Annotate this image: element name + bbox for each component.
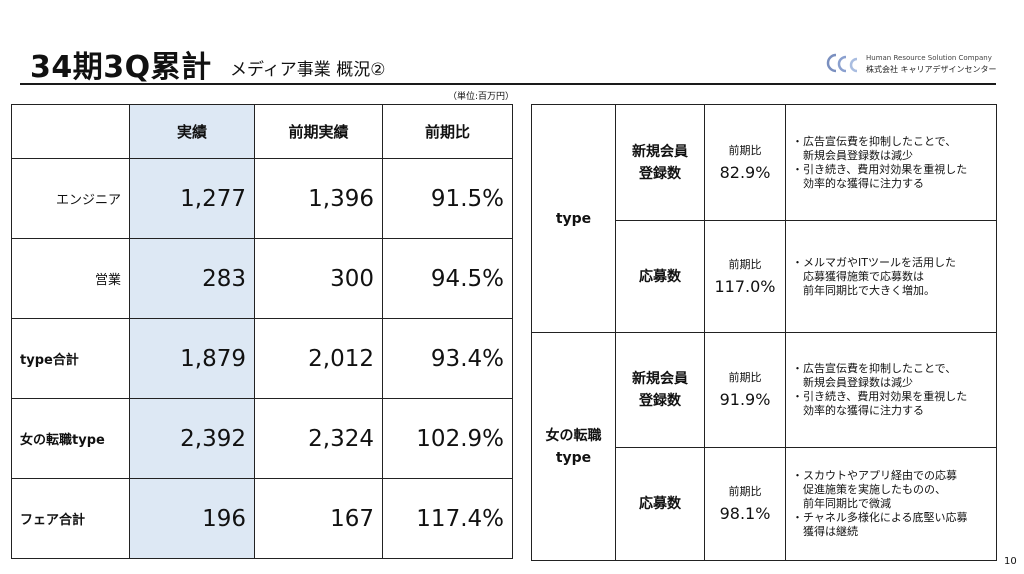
kpi-row: 応募数 前期比 98.1% ・スカウトやアプリ経由での応募 促進施策を実施したも… bbox=[532, 447, 997, 561]
kpi-row: type 新規会員 登録数 前期比 82.9% ・広告宣伝費を抑制したことで、 … bbox=[531, 104, 997, 333]
media-name: 女の転職 bbox=[545, 427, 602, 444]
prior-value: 167 bbox=[254, 478, 383, 559]
company-logo: Human Resource Solution Company 株式会社 キャリ… bbox=[826, 51, 1006, 77]
comment-cell: ・メルマガやITツールを活用した 応募獲得施策で応募数は 前年同期比で大きく増加… bbox=[785, 220, 997, 333]
header-empty-cell bbox=[11, 104, 130, 159]
media-name: type bbox=[555, 210, 592, 227]
prior-value: 1,396 bbox=[254, 158, 383, 239]
comment-line: ・スカウトやアプリ経由での応募 bbox=[792, 469, 957, 482]
comment-cell: ・広告宣伝費を抑制したことで、 新規会員登録数は減少 ・引き続き、費用対効果を重… bbox=[785, 332, 997, 448]
comment-line: 効率的な獲得に注力する bbox=[792, 176, 924, 190]
metric-cell: 新規会員 登録数 bbox=[615, 332, 705, 448]
comment-line: 獲得は継続 bbox=[792, 525, 858, 538]
actual-value: 1,277 bbox=[129, 158, 255, 239]
page-title: 34期3Q累計 bbox=[30, 50, 212, 85]
actual-value: 196 bbox=[129, 478, 255, 559]
comment-cell: ・スカウトやアプリ経由での応募 促進施策を実施したものの、 前年同期比で微減 ・… bbox=[785, 447, 997, 561]
ratio-value: 91.9% bbox=[719, 390, 771, 409]
metric-cell: 応募数 bbox=[615, 220, 705, 333]
metric-name: 登録数 bbox=[639, 393, 681, 409]
comment-line: 促進施策を実施したものの、 bbox=[792, 483, 946, 496]
comment-line: ・チャネル多様化による底堅い応募 bbox=[792, 511, 968, 524]
actual-value: 2,392 bbox=[129, 398, 255, 479]
ratio-value: 93.4% bbox=[382, 318, 513, 399]
page-number: 10 bbox=[1004, 556, 1017, 567]
logo-tagline: Human Resource Solution Company bbox=[866, 54, 992, 62]
ratio-value: 117.0% bbox=[714, 276, 776, 296]
ratio-cell: 前期比 82.9% bbox=[704, 104, 786, 221]
comment-line: ・引き続き、費用対効果を重視した bbox=[792, 390, 968, 403]
ratio-cell: 前期比 98.1% bbox=[704, 447, 786, 561]
metric-name: 応募数 bbox=[639, 268, 681, 285]
metric-cell: 応募数 bbox=[615, 447, 705, 561]
column-header: 実績 bbox=[129, 104, 255, 159]
row-label: フェア合計 bbox=[11, 478, 130, 559]
comment-line: 新規会員登録数は減少 bbox=[792, 148, 913, 162]
ccc-logo-icon bbox=[826, 53, 858, 73]
ratio-value: 98.1% bbox=[719, 504, 771, 523]
comment-line: 前年同期比で大きく増加。 bbox=[792, 283, 935, 297]
row-label: 女の転職type bbox=[11, 398, 130, 479]
metric-name: 応募数 bbox=[639, 496, 681, 512]
comment-line: ・広告宣伝費を抑制したことで、 bbox=[792, 134, 957, 148]
metric-name: 登録数 bbox=[639, 165, 681, 182]
media-name: type bbox=[555, 449, 592, 466]
table-header-row: 実績 前期実績 前期比 bbox=[11, 104, 513, 159]
prior-value: 300 bbox=[254, 238, 383, 319]
metric-name: 新規会員 bbox=[632, 143, 688, 160]
comment-line: ・引き続き、費用対効果を重視した bbox=[792, 162, 968, 176]
media-name-cell: 女の転職 type bbox=[531, 332, 616, 561]
ratio-label: 前期比 bbox=[728, 143, 762, 157]
ratio-value: 91.5% bbox=[382, 158, 513, 239]
comment-line: 応募獲得施策で応募数は bbox=[792, 269, 924, 283]
comment-line: ・メルマガやITツールを活用した bbox=[792, 255, 956, 269]
media-name-cell: type bbox=[531, 104, 616, 333]
table-row: フェア合計 196 167 117.4% bbox=[11, 478, 513, 559]
row-label: 営業 bbox=[11, 238, 130, 319]
ratio-cell: 前期比 117.0% bbox=[704, 220, 786, 333]
actual-value: 283 bbox=[129, 238, 255, 319]
unit-note: （単位:百万円） bbox=[448, 92, 515, 102]
ratio-value: 102.9% bbox=[382, 398, 513, 479]
kpi-detail-table: type 新規会員 登録数 前期比 82.9% ・広告宣伝費を抑制したことで、 … bbox=[531, 104, 997, 561]
ratio-label: 前期比 bbox=[728, 485, 762, 498]
page-subtitle: メディア事業 概況② bbox=[230, 60, 386, 80]
ratio-value: 82.9% bbox=[719, 162, 771, 182]
kpi-row: 女の転職 type 新規会員 登録数 前期比 91.9% ・広告宣伝費を抑制した… bbox=[531, 332, 997, 561]
column-header: 前期実績 bbox=[254, 104, 383, 159]
results-table: 実績 前期実績 前期比 エンジニア 1,277 1,396 91.5% 営業 2… bbox=[11, 104, 513, 559]
comment-line: ・広告宣伝費を抑制したことで、 bbox=[792, 362, 957, 375]
comment-cell: ・広告宣伝費を抑制したことで、 新規会員登録数は減少 ・引き続き、費用対効果を重… bbox=[785, 104, 997, 221]
kpi-row: 応募数 前期比 117.0% ・メルマガやITツールを活用した 応募獲得施策で応… bbox=[532, 220, 997, 333]
table-row: エンジニア 1,277 1,396 91.5% bbox=[11, 158, 513, 239]
comment-line: 効率的な獲得に注力する bbox=[792, 404, 924, 417]
actual-value: 1,879 bbox=[129, 318, 255, 399]
metric-name: 新規会員 bbox=[632, 371, 688, 387]
comment-line: 新規会員登録数は減少 bbox=[792, 376, 913, 389]
prior-value: 2,012 bbox=[254, 318, 383, 399]
metric-cell: 新規会員 登録数 bbox=[615, 104, 705, 221]
ratio-value: 117.4% bbox=[382, 478, 513, 559]
column-header: 前期比 bbox=[382, 104, 513, 159]
table-row: 営業 283 300 94.5% bbox=[11, 238, 513, 319]
table-row: type合計 1,879 2,012 93.4% bbox=[11, 318, 513, 399]
ratio-label: 前期比 bbox=[728, 257, 762, 271]
prior-value: 2,324 bbox=[254, 398, 383, 479]
logo-company-name: 株式会社 キャリアデザインセンター bbox=[866, 65, 997, 74]
ratio-cell: 前期比 91.9% bbox=[704, 332, 786, 448]
comment-line: 前年同期比で微減 bbox=[792, 497, 891, 510]
row-label: エンジニア bbox=[11, 158, 130, 239]
table-row: 女の転職type 2,392 2,324 102.9% bbox=[11, 398, 513, 479]
title-underline bbox=[20, 83, 996, 85]
ratio-value: 94.5% bbox=[382, 238, 513, 319]
ratio-label: 前期比 bbox=[728, 371, 762, 384]
row-label: type合計 bbox=[11, 318, 130, 399]
